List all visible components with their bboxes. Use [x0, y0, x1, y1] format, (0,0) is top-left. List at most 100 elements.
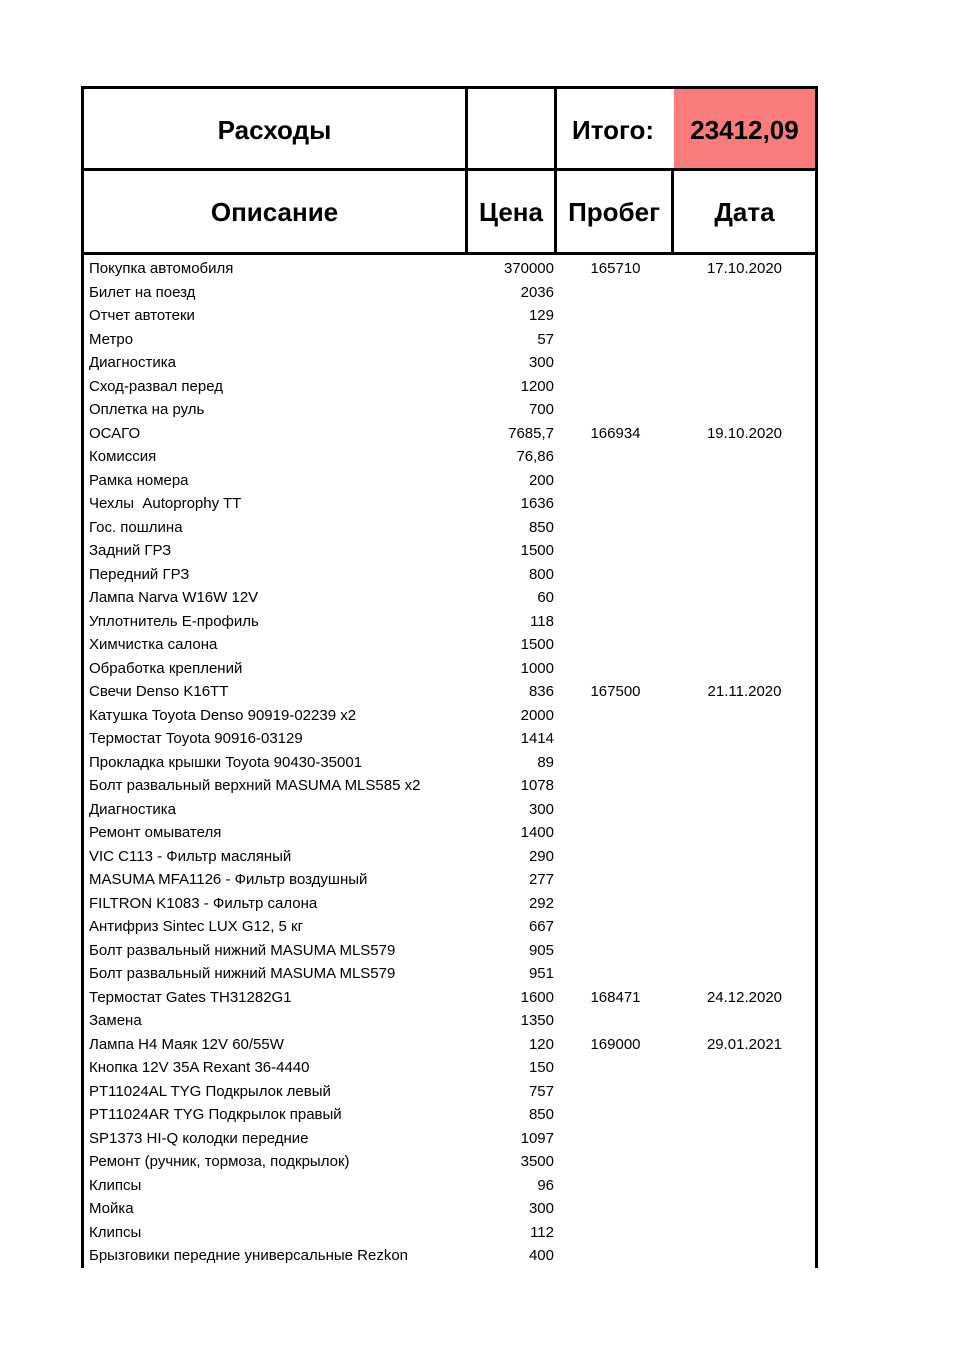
col-header-price: Цена	[468, 171, 557, 255]
table-row: Билет на поезд 2036	[84, 281, 815, 305]
cell-description: Уплотнитель Е-профиль	[89, 612, 259, 630]
cell-price: 112	[530, 1223, 554, 1241]
column-header-row: Описание Цена Пробег Дата	[81, 171, 818, 255]
table-row: VIC C113 - Фильтр масляный 290	[84, 845, 815, 869]
cell-price: 1200	[520, 377, 554, 395]
cell-price: 2036	[520, 283, 554, 301]
cell-description: Антифриз Sintec LUX G12, 5 кг	[89, 918, 304, 935]
cell-price: 150	[528, 1059, 554, 1076]
cell-date	[674, 328, 815, 352]
cell-description: Диагностика	[89, 800, 176, 818]
cell-description: Катушка Toyota Denso 90919-02239 x2	[89, 706, 357, 724]
cell-price: 290	[528, 847, 554, 865]
table-row: Передний ГРЗ 800	[84, 563, 815, 587]
cell-price: 905	[528, 941, 554, 959]
cell-mileage	[557, 727, 674, 751]
table-row: Брызговики передние универсальные Rezkon…	[84, 1244, 815, 1268]
table-row: Ремонт (ручник, тормоза, подкрылок) 3500	[84, 1150, 815, 1174]
table-row: Лампа Narva W16W 12V 60	[84, 586, 815, 610]
cell-date	[674, 1009, 815, 1033]
table-row: Чехлы Autoprophy TT 1636	[84, 492, 815, 516]
cell-date	[674, 375, 815, 399]
table-row: Болт развальный нижний MASUMA MLS579 905	[84, 939, 815, 963]
cell-mileage	[557, 351, 674, 375]
cell-description: Кнопка 12V 35A Rexant 36-4440	[89, 1059, 310, 1076]
cell-price: 951	[528, 965, 554, 982]
cell-description: Термостат Toyota 90916-03129	[89, 730, 303, 747]
cell-price: 1500	[520, 542, 554, 559]
cell-mileage	[557, 375, 674, 399]
col-header-date: Дата	[674, 171, 818, 255]
cell-mileage	[557, 915, 674, 939]
table-row: ОСАГО 7685,7 166934 19.10.2020	[84, 422, 815, 446]
cell-description: Термостат Gates TH31282G1	[89, 988, 292, 1006]
cell-mileage	[557, 704, 674, 728]
cell-description: Сход-развал перед	[89, 377, 223, 395]
cell-date: 29.01.2021	[706, 1035, 783, 1053]
cell-date	[674, 1221, 815, 1245]
table-row: Болт развальный верхний MASUMA MLS585 x2…	[84, 774, 815, 798]
cell-description: Рамка номера	[89, 471, 189, 489]
cell-date	[674, 868, 815, 892]
cell-date	[674, 1127, 815, 1151]
cell-description: Свечи Denso K16TT	[89, 683, 229, 700]
cell-price: 76,86	[516, 448, 554, 465]
cell-date	[674, 1150, 815, 1174]
cell-price: 370000	[503, 260, 554, 277]
cell-price: 2000	[520, 706, 554, 724]
cell-date	[674, 939, 815, 963]
cell-mileage	[557, 445, 674, 469]
cell-mileage	[557, 328, 674, 352]
cell-description: Диагностика	[89, 354, 176, 371]
cell-date	[674, 469, 815, 493]
cell-date	[674, 539, 815, 563]
table-row: Уплотнитель Е-профиль 118	[84, 610, 815, 634]
cell-price: 667	[528, 918, 554, 935]
table-title-row: Расходы Итого: 23412,09	[81, 86, 818, 171]
table-row: PT11024AR TYG Подкрылок правый 850	[84, 1103, 815, 1127]
table-row: Гос. пошлина 850	[84, 516, 815, 540]
table-row: SP1373 HI-Q колодки передние 1097	[84, 1127, 815, 1151]
cell-description: FILTRON K1083 - Фильтр салона	[89, 894, 318, 912]
cell-mileage	[557, 798, 674, 822]
cell-description: Комиссия	[89, 448, 157, 465]
cell-mileage	[557, 1009, 674, 1033]
cell-mileage	[557, 939, 674, 963]
cell-mileage	[557, 821, 674, 845]
cell-price: 1000	[520, 659, 554, 677]
cell-date	[674, 492, 815, 516]
cell-price: 120	[528, 1035, 554, 1053]
cell-date	[674, 563, 815, 587]
cell-price: 1414	[520, 730, 554, 747]
cell-description: ОСАГО	[89, 424, 141, 442]
table-row: Оплетка на руль 700	[84, 398, 815, 422]
cell-description: Клипсы	[89, 1176, 142, 1194]
cell-mileage	[557, 1244, 674, 1268]
cell-mileage	[557, 539, 674, 563]
cell-date	[674, 586, 815, 610]
col-header-mileage: Пробег	[557, 171, 674, 255]
cell-description: Передний ГРЗ	[89, 565, 190, 583]
table-row: Диагностика 300	[84, 798, 815, 822]
cell-date	[674, 657, 815, 681]
cell-price: 3500	[520, 1153, 554, 1170]
cell-mileage	[557, 1103, 674, 1127]
cell-mileage	[557, 1197, 674, 1221]
cell-date	[674, 892, 815, 916]
cell-description: VIC C113 - Фильтр масляный	[89, 847, 292, 865]
table-row: Прокладка крышки Toyota 90430-35001 89	[84, 751, 815, 775]
total-label: Итого:	[557, 86, 674, 171]
cell-date	[674, 351, 815, 375]
cell-mileage	[557, 892, 674, 916]
cell-date	[674, 398, 815, 422]
cell-price: 757	[528, 1082, 554, 1100]
cell-description: Мойка	[89, 1200, 134, 1217]
table-row: Рамка номера 200	[84, 469, 815, 493]
cell-price: 300	[528, 800, 554, 818]
cell-price: 292	[528, 894, 554, 912]
cell-description: Билет на поезд	[89, 283, 196, 301]
table-row: Химчистка салона 1500	[84, 633, 815, 657]
cell-description: Клипсы	[89, 1223, 142, 1241]
table-row: MASUMA MFA1126 - Фильтр воздушный 277	[84, 868, 815, 892]
cell-mileage	[557, 657, 674, 681]
